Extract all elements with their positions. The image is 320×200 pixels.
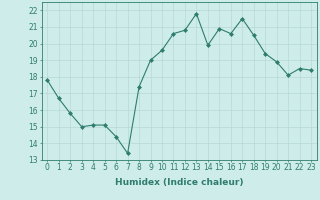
X-axis label: Humidex (Indice chaleur): Humidex (Indice chaleur) bbox=[115, 178, 244, 187]
